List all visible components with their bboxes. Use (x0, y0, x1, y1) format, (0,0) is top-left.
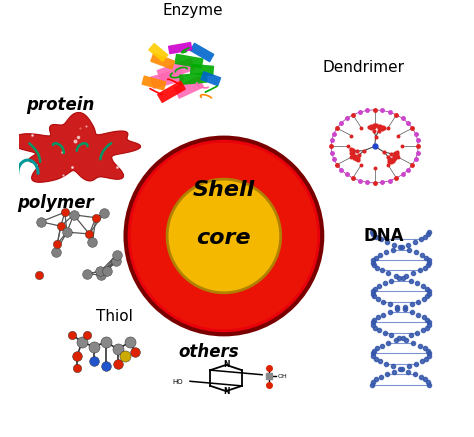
Circle shape (130, 142, 317, 329)
Circle shape (167, 179, 281, 293)
Text: protein: protein (26, 96, 94, 114)
Text: N: N (223, 387, 229, 396)
Text: DNA: DNA (363, 227, 404, 245)
Text: Shell: Shell (193, 180, 255, 200)
Text: Thiol: Thiol (96, 309, 133, 324)
Text: Dendrimer: Dendrimer (323, 60, 405, 75)
Text: OH: OH (278, 374, 288, 379)
FancyBboxPatch shape (174, 76, 204, 99)
FancyBboxPatch shape (157, 80, 186, 103)
FancyBboxPatch shape (150, 69, 184, 89)
FancyBboxPatch shape (190, 64, 214, 76)
FancyBboxPatch shape (150, 53, 175, 69)
Text: Enzyme: Enzyme (163, 3, 224, 18)
FancyBboxPatch shape (174, 54, 203, 69)
FancyBboxPatch shape (168, 42, 192, 54)
Text: others: others (178, 343, 239, 361)
Text: core: core (197, 228, 251, 248)
Polygon shape (10, 113, 140, 182)
FancyBboxPatch shape (190, 43, 214, 62)
Circle shape (126, 138, 322, 334)
Text: HO: HO (173, 379, 183, 385)
Text: N: N (223, 360, 229, 369)
FancyBboxPatch shape (201, 71, 221, 86)
FancyBboxPatch shape (156, 58, 195, 82)
FancyBboxPatch shape (179, 72, 208, 85)
Text: polymer: polymer (17, 194, 94, 212)
FancyBboxPatch shape (142, 76, 166, 90)
FancyBboxPatch shape (148, 43, 168, 62)
